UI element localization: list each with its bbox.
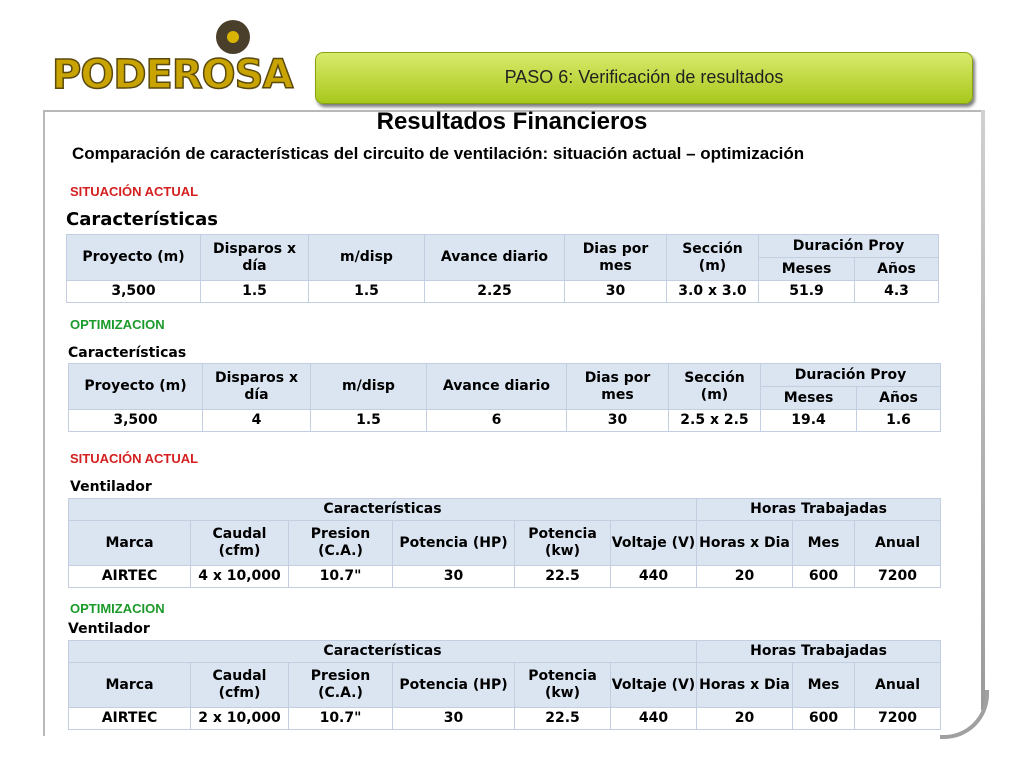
data-cell: AIRTEC: [68, 707, 191, 730]
page-subtitle: Comparación de características del circu…: [72, 144, 805, 163]
table-optimizacion-perforacion: Proyecto (m) Disparos x día m/disp Avanc…: [68, 363, 941, 432]
header-cell: m/disp: [308, 234, 425, 281]
section-label-ventilador-2: Ventilador: [68, 621, 150, 637]
section-tag-situacion-1: SITUACIÓN ACTUAL: [70, 184, 199, 199]
table-situacion-ventilador: Características Horas Trabajadas Marca C…: [67, 498, 942, 588]
section-tag-optimizacion-2: OPTIMIZACION: [70, 601, 165, 616]
section-tag-situacion-2: SITUACIÓN ACTUAL: [70, 451, 199, 466]
header-cell: Dias por mes: [564, 234, 667, 281]
page-title: Resultados Financieros: [376, 108, 648, 135]
data-cell: 3,500: [68, 409, 203, 432]
header-cell: Anual: [854, 520, 942, 566]
group-header-cell: Características: [67, 498, 698, 521]
poderosa-logo: PODEROSA: [51, 18, 314, 99]
header-cell: Dias por mes: [566, 363, 669, 410]
group-header-cell: Horas Trabajadas: [696, 498, 942, 521]
frame-shadow-right: [981, 110, 985, 710]
group-header-cell: Características: [67, 640, 698, 663]
header-cell: Años: [854, 257, 939, 281]
data-cell: 3,500: [66, 280, 201, 303]
logo-text: PODEROSA: [51, 51, 294, 99]
header-cell: Meses: [760, 386, 857, 410]
data-cell: 4 x 10,000: [190, 565, 289, 588]
header-cell: Sección (m): [666, 234, 759, 281]
data-cell: 600: [792, 565, 856, 588]
header-cell: Mes: [792, 662, 856, 708]
header-cell: Caudal (cfm): [190, 662, 289, 708]
step-banner-text: PASO 6: Verificación de resultados: [504, 67, 784, 87]
header-cell: Presion (C.A.): [288, 520, 393, 566]
data-cell: 10.7": [288, 565, 393, 588]
header-cell: Duración Proy: [760, 363, 941, 387]
header-cell: Voltaje (V): [609, 520, 698, 566]
table-row: AIRTEC 2 x 10,000 10.7" 30 22.5 440 20 6…: [68, 707, 942, 730]
data-cell: 30: [566, 409, 669, 432]
data-cell: 20: [696, 707, 794, 730]
header-cell: Años: [856, 386, 941, 410]
data-cell: 22.5: [514, 707, 611, 730]
header-cell: Avance diario: [424, 234, 565, 281]
header-cell: Disparos x día: [200, 234, 309, 281]
step-banner: PASO 6: Verificación de resultados: [315, 52, 973, 104]
data-cell: 2.5 x 2.5: [668, 409, 761, 432]
header-cell: Duración Proy: [758, 234, 939, 258]
data-cell: 1.5: [200, 280, 309, 303]
header-cell: Marca: [68, 662, 191, 708]
table-row: 3,500 1.5 1.5 2.25 30 3.0 x 3.0 51.9 4.3: [66, 280, 939, 303]
data-cell: 30: [392, 565, 515, 588]
header-cell: Anual: [854, 662, 942, 708]
table-optimizacion-ventilador: Características Horas Trabajadas Marca C…: [67, 640, 942, 730]
header-cell: Proyecto (m): [66, 234, 201, 281]
section-label-caracteristicas-1: Características: [66, 209, 218, 230]
section-label-caracteristicas-2: Características: [68, 345, 187, 361]
header-cell: Presion (C.A.): [288, 662, 393, 708]
data-cell: 1.5: [308, 280, 425, 303]
data-cell: 2.25: [424, 280, 565, 303]
data-cell: 6: [426, 409, 567, 432]
header-cell: Caudal (cfm): [190, 520, 289, 566]
header-cell: Potencia (HP): [392, 520, 515, 566]
data-cell: AIRTEC: [68, 565, 191, 588]
table-row: 3,500 4 1.5 6 30 2.5 x 2.5 19.4 1.6: [68, 409, 941, 432]
header-cell: Disparos x día: [202, 363, 311, 410]
header-cell: Potencia (HP): [392, 662, 515, 708]
table-situacion-perforacion: Proyecto (m) Disparos x día m/disp Avanc…: [66, 234, 939, 303]
data-cell: 2 x 10,000: [190, 707, 289, 730]
data-cell: 4: [202, 409, 311, 432]
header-cell: Potencia (kw): [514, 520, 611, 566]
header-cell: Horas x Dia: [696, 662, 794, 708]
table-row: AIRTEC 4 x 10,000 10.7" 30 22.5 440 20 6…: [68, 565, 942, 588]
logo-emblem-icon: [216, 20, 250, 54]
header-cell: Marca: [68, 520, 191, 566]
header-cell: Voltaje (V): [609, 662, 698, 708]
data-cell: 7200: [854, 565, 942, 588]
data-cell: 20: [696, 565, 794, 588]
data-cell: 1.6: [856, 409, 941, 432]
data-cell: 4.3: [854, 280, 939, 303]
data-cell: 440: [609, 707, 698, 730]
data-cell: 22.5: [514, 565, 611, 588]
data-cell: 440: [609, 565, 698, 588]
header-cell: m/disp: [310, 363, 427, 410]
header-cell: Horas x Dia: [696, 520, 794, 566]
header-cell: Meses: [758, 257, 855, 281]
header-cell: Sección (m): [668, 363, 761, 410]
section-label-ventilador-1: Ventilador: [70, 479, 152, 495]
data-cell: 30: [392, 707, 515, 730]
data-cell: 7200: [854, 707, 942, 730]
data-cell: 30: [564, 280, 667, 303]
data-cell: 19.4: [760, 409, 857, 432]
header-cell: Mes: [792, 520, 856, 566]
content-frame: [43, 110, 985, 736]
data-cell: 600: [792, 707, 856, 730]
group-header-cell: Horas Trabajadas: [696, 640, 942, 663]
data-cell: 3.0 x 3.0: [666, 280, 759, 303]
header-cell: Proyecto (m): [68, 363, 203, 410]
header-cell: Potencia (kw): [514, 662, 611, 708]
data-cell: 51.9: [758, 280, 855, 303]
section-tag-optimizacion-1: OPTIMIZACION: [70, 317, 165, 332]
header-cell: Avance diario: [426, 363, 567, 410]
data-cell: 1.5: [310, 409, 427, 432]
data-cell: 10.7": [288, 707, 393, 730]
